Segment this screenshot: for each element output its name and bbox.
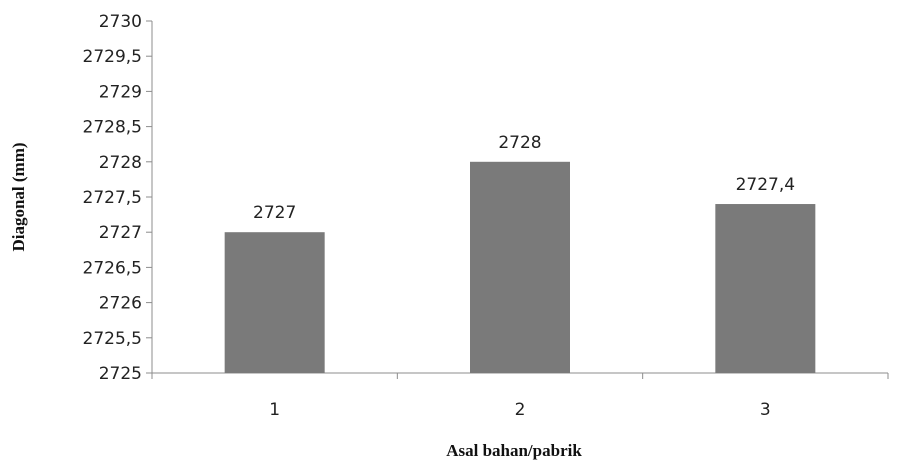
y-tick-label: 2725 bbox=[99, 364, 142, 384]
y-tick-label: 2729 bbox=[99, 82, 142, 102]
y-tick-label: 2726 bbox=[99, 294, 142, 314]
y-tick-label: 2730 bbox=[99, 12, 142, 32]
y-tick-label: 2729,5 bbox=[83, 47, 142, 67]
y-axis-title: Diagonal (mm) bbox=[9, 142, 28, 251]
bar-2 bbox=[470, 161, 570, 373]
x-axis: 1 2 3 bbox=[151, 372, 889, 420]
data-label: 2727,4 bbox=[736, 175, 795, 195]
bars bbox=[224, 161, 816, 373]
y-tick-label: 2725,5 bbox=[83, 329, 142, 349]
y-axis: 2725 2725,5 2726 2726,5 2727 2727,5 2728 2728,5… bbox=[83, 12, 153, 384]
y-tick-label: 2727,5 bbox=[83, 188, 142, 208]
x-axis-title: Asal bahan/pabrik bbox=[446, 441, 582, 460]
y-tick-label: 2728,5 bbox=[83, 118, 142, 138]
y-tick-label: 2726,5 bbox=[83, 258, 142, 278]
y-tick-label: 2727 bbox=[99, 223, 142, 243]
x-tick-label: 1 bbox=[269, 400, 280, 420]
data-labels: 2727 2728 2727,4 bbox=[253, 133, 795, 223]
x-tick-label: 2 bbox=[515, 400, 526, 420]
data-label: 2728 bbox=[498, 133, 541, 153]
data-label: 2727 bbox=[253, 203, 296, 223]
x-tick-label: 3 bbox=[760, 400, 771, 420]
bar-3 bbox=[715, 204, 816, 373]
y-tick-label: 2728 bbox=[99, 153, 142, 173]
bar-1 bbox=[224, 232, 325, 373]
